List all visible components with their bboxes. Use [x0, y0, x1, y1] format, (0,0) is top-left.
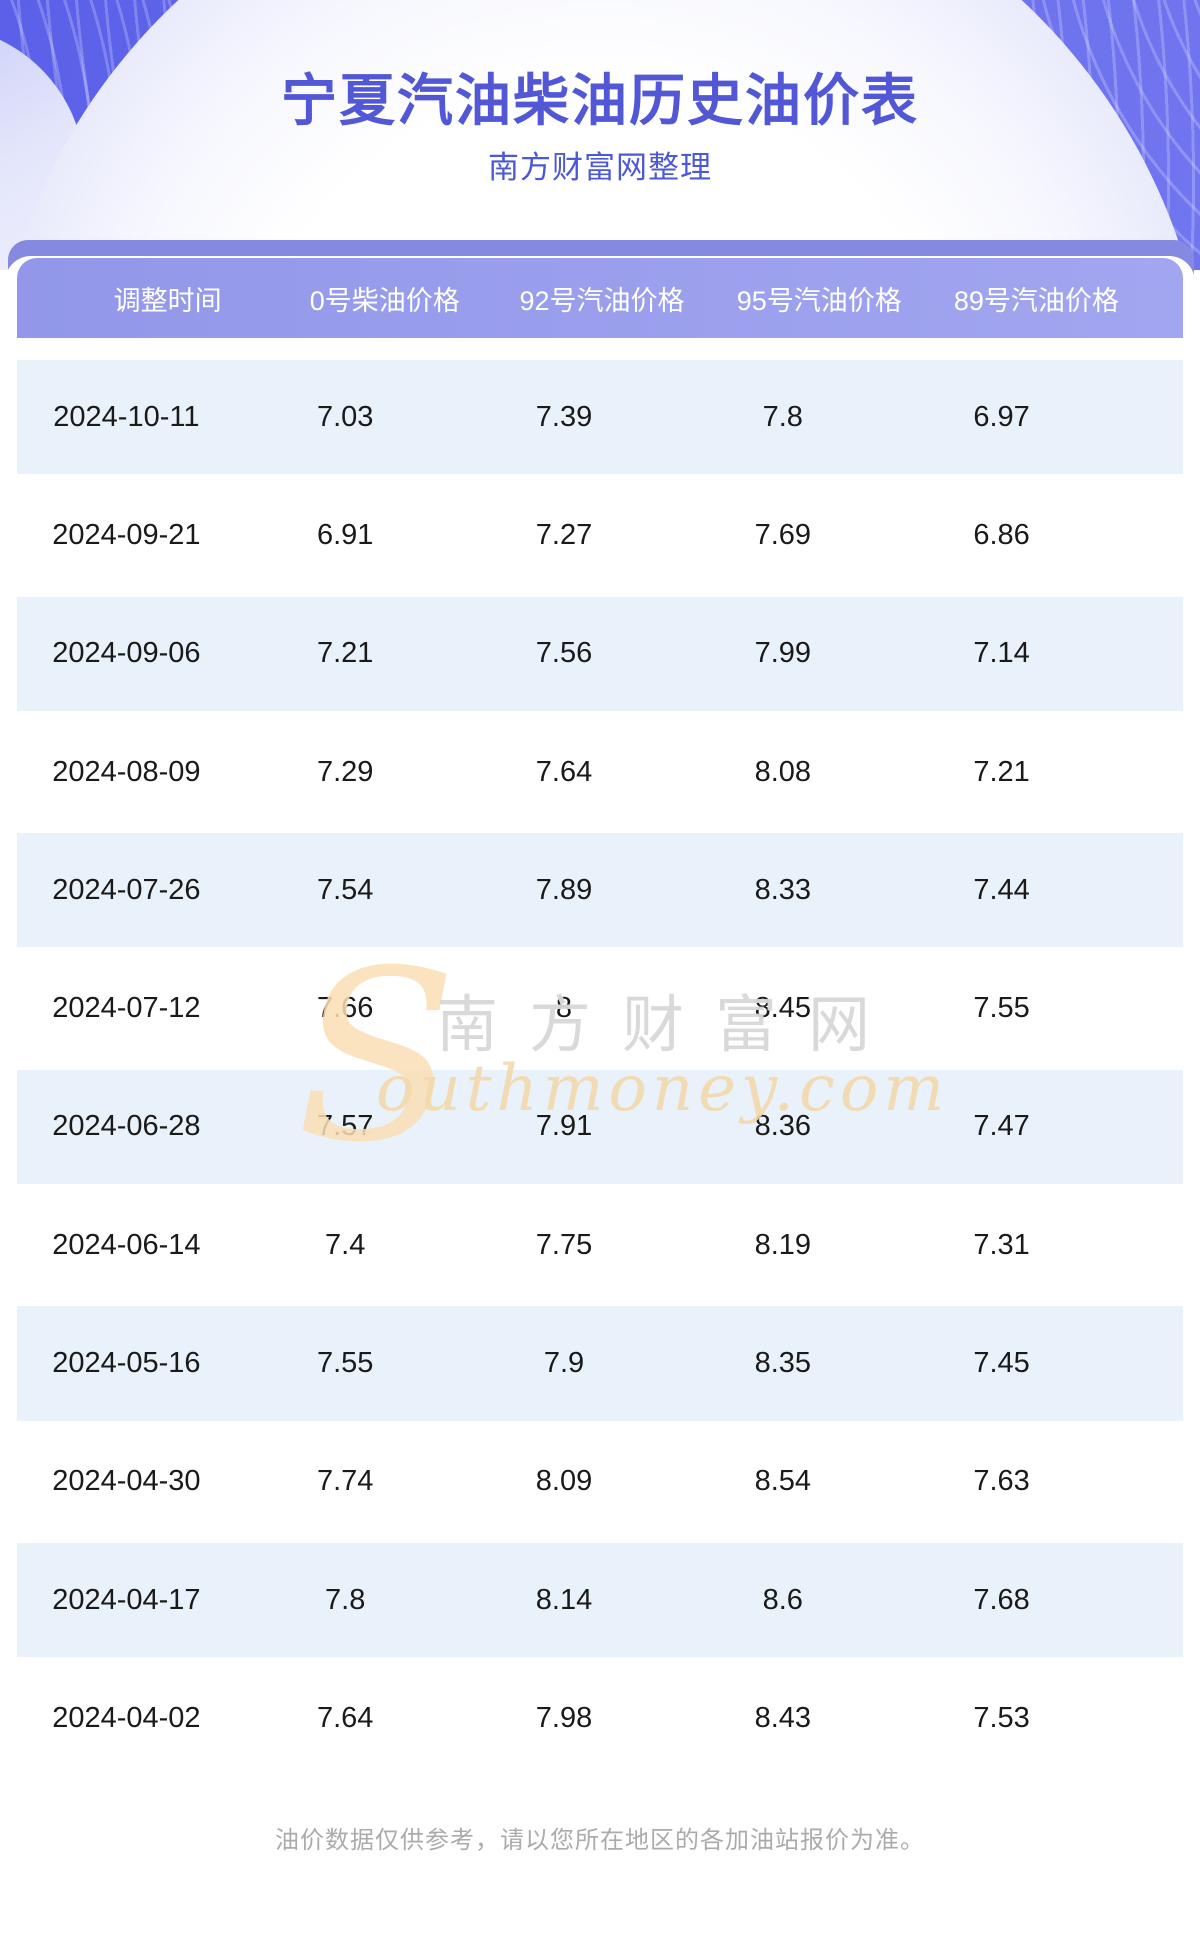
page-title: 宁夏汽油柴油历史油价表 — [281, 69, 919, 132]
gasoline-92-price-cell: 7.89 — [535, 873, 593, 906]
gasoline-92-price-cell: 7.9 — [543, 1347, 585, 1380]
gasoline-95-price-cell: 8.35 — [754, 1347, 812, 1380]
row-date-cell: 2024-04-17 — [52, 1583, 201, 1616]
row-date-cell: 2024-05-16 — [52, 1347, 201, 1380]
gasoline-92-price-cell: 8 — [555, 992, 573, 1025]
gasoline-92-price-cell: 8.09 — [535, 1465, 593, 1498]
table-body: 2024-10-11 7.03 7.39 7.8 6.97 2024-09-21 6.91 7… — [17, 358, 1183, 1778]
diesel-0-price-cell: 7.57 — [316, 1110, 374, 1143]
diesel-0-price-cell: 7.4 — [325, 1228, 366, 1261]
table-row: 2024-04-02 7.64 7.98 8.43 7.53 — [17, 1659, 1183, 1778]
table-row: 2024-06-14 7.4 7.75 8.19 7.31 — [17, 1186, 1183, 1305]
diesel-0-price-cell: 6.91 — [316, 518, 374, 551]
table-row: 2024-06-28 7.57 7.91 8.36 7.47 — [17, 1067, 1183, 1187]
page-subtitle: 南方财富网整理 — [488, 150, 712, 185]
gasoline-89-price-cell: 7.31 — [973, 1228, 1030, 1261]
banner-white-blob — [0, 0, 1200, 270]
gasoline-89-price-cell: 7.68 — [973, 1583, 1030, 1616]
column-header-gasoline-92: 92号汽油价格 — [519, 285, 685, 316]
gasoline-89-price-cell: 7.55 — [973, 992, 1030, 1025]
column-header-gasoline-95: 95号汽油价格 — [736, 285, 902, 316]
row-date-cell: 2024-07-26 — [52, 873, 201, 906]
gasoline-92-price-cell: 7.64 — [535, 755, 593, 788]
table-row: 2024-05-16 7.55 7.9 8.35 7.45 — [17, 1304, 1183, 1423]
table-row: 2024-04-30 7.74 8.09 8.54 7.63 — [17, 1422, 1183, 1541]
table-row: 2024-07-26 7.54 7.89 8.33 7.44 — [17, 831, 1183, 950]
gasoline-95-price-cell: 8.08 — [754, 755, 812, 788]
diesel-0-price-cell: 7.55 — [316, 1347, 374, 1380]
diesel-0-price-cell: 7.03 — [316, 400, 374, 433]
footer-disclaimer: 油价数据仅供参考，请以您所在地区的各加油站报价为准。 — [275, 1827, 925, 1854]
gasoline-89-price-cell: 7.44 — [973, 873, 1030, 906]
gasoline-95-price-cell: 8.36 — [754, 1110, 812, 1143]
gasoline-89-price-cell: 7.63 — [973, 1465, 1030, 1498]
column-header-gasoline-89: 89号汽油价格 — [953, 285, 1119, 316]
diesel-0-price-cell: 7.8 — [325, 1583, 366, 1616]
diesel-0-price-cell: 7.21 — [316, 637, 374, 670]
price-table-card: 调整时间 0号柴油价格 92号汽油价格 95号汽油价格 89号汽油价格 2024… — [5, 256, 1195, 1790]
gasoline-95-price-cell: 7.8 — [762, 400, 803, 433]
diesel-0-price-cell: 7.66 — [316, 992, 374, 1025]
gasoline-95-price-cell: 7.99 — [754, 637, 812, 670]
table-row: 2024-08-09 7.29 7.64 8.08 7.21 — [17, 712, 1183, 832]
gasoline-89-price-cell: 6.97 — [973, 400, 1030, 433]
gasoline-89-price-cell: 7.47 — [973, 1110, 1030, 1143]
gasoline-89-price-cell: 7.21 — [973, 755, 1030, 788]
gasoline-89-price-cell: 6.86 — [973, 518, 1030, 551]
gasoline-95-price-cell: 8.43 — [754, 1701, 812, 1734]
diesel-0-price-cell: 7.29 — [316, 755, 374, 788]
row-date-cell: 2024-07-12 — [52, 992, 201, 1025]
row-date-cell: 2024-08-09 — [52, 755, 201, 788]
table-row: 2024-09-06 7.21 7.56 7.99 7.14 — [17, 594, 1183, 713]
gasoline-95-price-cell: 7.69 — [754, 518, 812, 551]
row-date-cell: 2024-04-02 — [52, 1701, 201, 1734]
gasoline-92-price-cell: 8.14 — [535, 1583, 593, 1616]
diesel-0-price-cell: 7.54 — [316, 873, 374, 906]
gasoline-95-price-cell: 8.19 — [754, 1228, 812, 1261]
gasoline-89-price-cell: 7.45 — [973, 1347, 1030, 1380]
table-row: 2024-07-12 7.66 8 8.45 7.55 — [17, 949, 1183, 1068]
diesel-0-price-cell: 7.64 — [316, 1701, 374, 1734]
gasoline-89-price-cell: 7.14 — [973, 637, 1030, 670]
table-row: 2024-10-11 7.03 7.39 7.8 6.97 — [17, 358, 1183, 477]
gasoline-92-price-cell: 7.75 — [535, 1228, 593, 1261]
gasoline-95-price-cell: 8.45 — [754, 992, 812, 1025]
row-date-cell: 2024-04-30 — [52, 1465, 201, 1498]
diesel-0-price-cell: 7.74 — [316, 1465, 374, 1498]
row-date-cell: 2024-09-21 — [52, 518, 201, 551]
column-header-adjust-date: 调整时间 — [113, 285, 222, 316]
row-date-cell: 2024-10-11 — [53, 400, 200, 433]
table-row: 2024-04-17 7.8 8.14 8.6 7.68 — [17, 1540, 1183, 1660]
gasoline-95-price-cell: 8.6 — [762, 1583, 803, 1616]
row-date-cell: 2024-06-28 — [52, 1110, 201, 1143]
table-header-row: 调整时间 0号柴油价格 92号汽油价格 95号汽油价格 89号汽油价格 — [17, 258, 1183, 338]
row-date-cell: 2024-09-06 — [52, 637, 201, 670]
gasoline-92-price-cell: 7.27 — [535, 518, 593, 551]
column-header-diesel-0: 0号柴油价格 — [309, 285, 460, 316]
gasoline-92-price-cell: 7.39 — [535, 400, 593, 433]
gasoline-95-price-cell: 8.54 — [754, 1465, 812, 1498]
row-date-cell: 2024-06-14 — [52, 1228, 201, 1261]
gasoline-92-price-cell: 7.91 — [535, 1110, 593, 1143]
gasoline-92-price-cell: 7.98 — [535, 1701, 593, 1734]
gasoline-92-price-cell: 7.56 — [535, 637, 593, 670]
table-row: 2024-09-21 6.91 7.27 7.69 6.86 — [17, 476, 1183, 595]
gasoline-95-price-cell: 8.33 — [754, 873, 812, 906]
banner: 宁夏汽油柴油历史油价表 南方财富网整理 — [0, 0, 1200, 270]
gasoline-89-price-cell: 7.53 — [973, 1701, 1030, 1734]
